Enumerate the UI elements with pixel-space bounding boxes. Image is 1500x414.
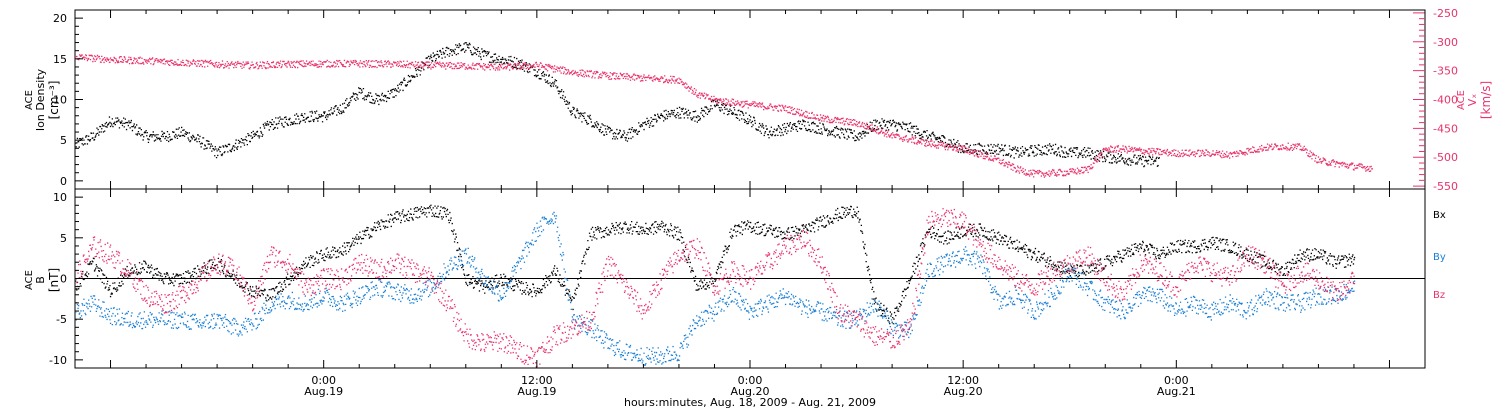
series-bz (75, 208, 1356, 368)
bottom-ytick-label: 0 (60, 273, 67, 286)
top-y2tick-label: -550 (1433, 180, 1458, 193)
xtick-time-label: 0:00 (311, 374, 336, 387)
series-bz-points (75, 208, 1356, 368)
xtick-day-label: Aug.20 (731, 385, 770, 398)
series-by (75, 211, 1356, 366)
bottom-ytick-label: 10 (53, 191, 67, 204)
top-ytick-label: 5 (60, 134, 67, 147)
top-ylabel-line: [cm⁻³] (47, 81, 61, 120)
xtick-day-label: Aug.20 (944, 385, 983, 398)
top-y2tick-label: -350 (1433, 65, 1458, 78)
xtick-time-label: 0:00 (1164, 374, 1189, 387)
top-y2label-line: Vₓ (1466, 94, 1479, 107)
series-vx-points (75, 54, 1373, 178)
xtick-time-label: 12:00 (521, 374, 553, 387)
top-ylabel-line: ACE (24, 90, 35, 110)
top-y2tick-label: -300 (1433, 36, 1458, 49)
bottom-ylabel-line: B (34, 276, 47, 284)
x-axis-label: hours:minutes, Aug. 18, 2009 - Aug. 21, … (624, 396, 876, 409)
top-ytick-label: 0 (60, 175, 67, 188)
series-ion-density-points (75, 42, 1160, 168)
top-y2label-line: ACE (1456, 90, 1467, 110)
bottom-ylabel-line: [nT] (47, 268, 61, 292)
top-y2tick-label: -250 (1433, 7, 1458, 20)
series-by-points (75, 211, 1356, 366)
xtick-time-label: 12:00 (947, 374, 979, 387)
bottom-ylabel: ACE B [nT] (24, 268, 61, 292)
xtick-day-label: Aug.19 (304, 385, 343, 398)
xtick-day-label: Aug.21 (1157, 385, 1196, 398)
top-y2label: ACE Vₓ [km/s] (1456, 81, 1493, 119)
top-y2tick-label: -400 (1433, 94, 1458, 107)
bottom-ytick-label: -5 (56, 313, 67, 326)
bottom-ytick-label: 5 (60, 232, 67, 245)
legend-by: By (1433, 252, 1446, 263)
top-ylabel: ACE Ion Density [cm⁻³] (24, 68, 61, 131)
top-y2tick-label: -500 (1433, 151, 1458, 164)
top-ylabel-line: Ion Density (34, 68, 47, 131)
series-ion-density (75, 42, 1160, 168)
top-ytick-label: 15 (53, 53, 67, 66)
xtick-day-label: Aug.19 (517, 385, 556, 398)
top-ytick-label: 20 (53, 12, 67, 25)
top-ytick-label: 10 (53, 94, 67, 107)
bottom-ytick-label: -10 (49, 354, 67, 367)
bottom-ylabel-line: ACE (24, 270, 35, 290)
legend-bz: Bz (1433, 290, 1445, 301)
top-y2tick-label: -450 (1433, 122, 1458, 135)
top-y2label-line: [km/s] (1479, 81, 1493, 119)
top-panel-frame (74, 9, 1426, 190)
xtick-time-label: 0:00 (738, 374, 763, 387)
series-vx (75, 54, 1373, 178)
legend-bx: Bx (1433, 210, 1446, 221)
